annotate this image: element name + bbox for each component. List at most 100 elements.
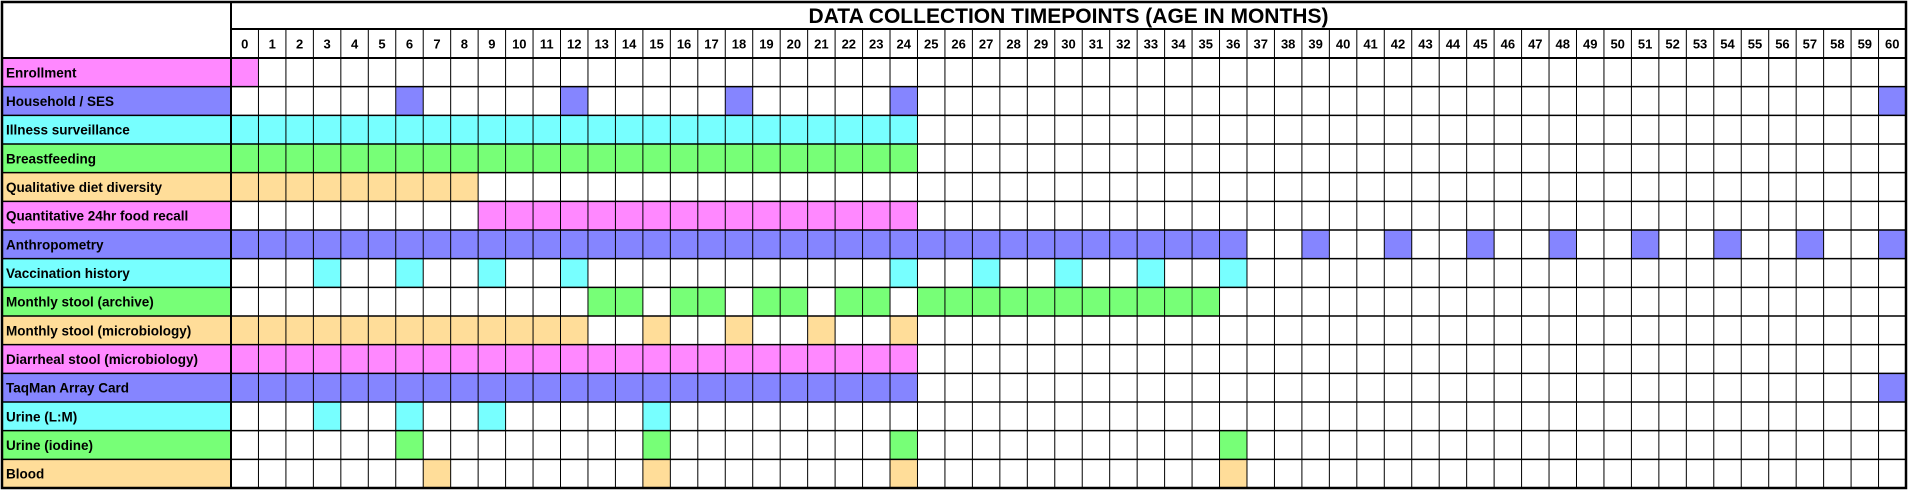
cell-vaccination-history-m45	[1466, 258, 1495, 288]
cell-illness-surveillance-m1-filled	[258, 115, 286, 144]
month-label-5: 5	[378, 37, 385, 52]
cell-qualitative-diet-diversity-m22	[835, 172, 863, 202]
cell-urine-iodine-m15-filled	[642, 430, 671, 460]
cell-taqman-array-card-m37	[1246, 373, 1275, 402]
cell-monthly-stool-microbiology-m22	[835, 316, 863, 345]
cell-enrollment-m0-filled	[231, 58, 259, 87]
cell-household-ses-m22	[835, 86, 863, 116]
cell-enrollment-m33	[1137, 58, 1165, 87]
cell-breastfeeding-m24-filled	[890, 144, 918, 173]
cell-enrollment-m45	[1466, 58, 1495, 87]
cell-qualitative-diet-diversity-m26	[944, 172, 973, 202]
cell-monthly-stool-microbiology-m0-filled	[231, 316, 259, 345]
cell-illness-surveillance-m60	[1878, 115, 1906, 144]
cell-monthly-stool-microbiology-m24-filled	[890, 316, 918, 345]
month-label-8: 8	[461, 37, 468, 52]
cell-urine-l-m-m17	[697, 402, 726, 431]
cell-diarrheal-stool-microbiology-m35	[1192, 344, 1220, 374]
cell-diarrheal-stool-microbiology-m42	[1384, 344, 1412, 374]
cell-anthropometry-m42-filled	[1384, 230, 1412, 259]
cell-diarrheal-stool-microbiology-m11-filled	[533, 344, 561, 374]
cell-qualitative-diet-diversity-m57	[1796, 172, 1824, 202]
cell-taqman-array-card-m57	[1796, 373, 1824, 402]
cell-monthly-stool-archive-m59	[1851, 287, 1879, 316]
cell-urine-iodine-m27	[972, 430, 1000, 460]
cell-urine-iodine-m11	[533, 430, 561, 460]
cell-qualitative-diet-diversity-m35	[1192, 172, 1220, 202]
cell-vaccination-history-m22	[835, 258, 863, 288]
cell-anthropometry-m34-filled	[1164, 230, 1193, 259]
cell-urine-iodine-m20	[780, 430, 808, 460]
month-label-45: 45	[1473, 37, 1487, 52]
cell-diarrheal-stool-microbiology-m4-filled	[340, 344, 369, 374]
cell-enrollment-m7	[423, 58, 451, 87]
cell-diarrheal-stool-microbiology-m39	[1301, 344, 1330, 374]
cell-anthropometry-m41	[1356, 230, 1385, 259]
cell-illness-surveillance-m21-filled	[807, 115, 836, 144]
cell-monthly-stool-archive-m27-filled	[972, 287, 1000, 316]
cell-diarrheal-stool-microbiology-m51	[1631, 344, 1659, 374]
cell-illness-surveillance-m9-filled	[478, 115, 506, 144]
cell-enrollment-m22	[835, 58, 863, 87]
cell-blood-m15-filled	[642, 459, 671, 488]
cell-monthly-stool-archive-m55	[1741, 287, 1769, 316]
cell-breastfeeding-m23-filled	[862, 144, 891, 173]
cell-illness-surveillance-m7-filled	[423, 115, 451, 144]
cell-monthly-stool-microbiology-m6-filled	[395, 316, 424, 345]
cell-household-ses-m6-filled	[395, 86, 424, 116]
month-label-33: 33	[1144, 37, 1158, 52]
cell-vaccination-history-m9-filled	[478, 258, 506, 288]
cell-qualitative-diet-diversity-m53	[1686, 172, 1714, 202]
cell-household-ses-m16	[670, 86, 698, 116]
cell-blood-m53	[1686, 459, 1714, 488]
cell-monthly-stool-archive-m34-filled	[1164, 287, 1193, 316]
chart-title: DATA COLLECTION TIMEPOINTS (AGE IN MONTH…	[809, 5, 1329, 28]
cell-monthly-stool-microbiology-m37	[1246, 316, 1275, 345]
cell-blood-m39	[1301, 459, 1330, 488]
cell-taqman-array-card-m13-filled	[587, 373, 616, 402]
cell-breastfeeding-m15-filled	[642, 144, 671, 173]
cell-household-ses-m17	[697, 86, 726, 116]
cell-urine-iodine-m56	[1768, 430, 1797, 460]
cell-household-ses-m53	[1686, 86, 1714, 116]
cell-taqman-array-card-m14-filled	[615, 373, 643, 402]
cell-diarrheal-stool-microbiology-m22-filled	[835, 344, 863, 374]
cell-vaccination-history-m8	[450, 258, 479, 288]
cell-diarrheal-stool-microbiology-m26	[944, 344, 973, 374]
month-label-18: 18	[732, 37, 746, 52]
cell-breastfeeding-m7-filled	[423, 144, 451, 173]
cell-taqman-array-card-m52	[1658, 373, 1687, 402]
cell-enrollment-m10	[505, 58, 534, 87]
cell-quantitative-24hr-food-recall-m0	[231, 201, 259, 230]
cell-urine-iodine-m16	[670, 430, 698, 460]
row-label-anthropometry: Anthropometry	[6, 237, 104, 252]
cell-household-ses-m38	[1274, 86, 1302, 116]
cell-blood-m23	[862, 459, 891, 488]
cell-illness-surveillance-m33	[1137, 115, 1165, 144]
cell-taqman-array-card-m28	[999, 373, 1028, 402]
cell-anthropometry-m37	[1246, 230, 1275, 259]
cell-taqman-array-card-m34	[1164, 373, 1193, 402]
cell-urine-iodine-m0	[231, 430, 259, 460]
cell-qualitative-diet-diversity-m24	[890, 172, 918, 202]
cell-enrollment-m12	[560, 58, 588, 87]
cell-urine-l-m-m45	[1466, 402, 1495, 431]
cell-diarrheal-stool-microbiology-m16-filled	[670, 344, 698, 374]
month-label-44: 44	[1446, 37, 1461, 52]
cell-blood-m48	[1549, 459, 1577, 488]
cell-monthly-stool-archive-m29-filled	[1027, 287, 1055, 316]
cell-qualitative-diet-diversity-m47	[1521, 172, 1550, 202]
cell-anthropometry-m19-filled	[752, 230, 781, 259]
cell-monthly-stool-microbiology-m8-filled	[450, 316, 479, 345]
cell-urine-iodine-m47	[1521, 430, 1550, 460]
cell-illness-surveillance-m5-filled	[368, 115, 396, 144]
cell-urine-l-m-m42	[1384, 402, 1412, 431]
row-label-vaccination-history: Vaccination history	[6, 266, 130, 281]
cell-monthly-stool-microbiology-m43	[1411, 316, 1440, 345]
cell-enrollment-m8	[450, 58, 479, 87]
cell-diarrheal-stool-microbiology-m29	[1027, 344, 1055, 374]
cell-monthly-stool-microbiology-m57	[1796, 316, 1824, 345]
cell-monthly-stool-microbiology-m15-filled	[642, 316, 671, 345]
cell-urine-iodine-m13	[587, 430, 616, 460]
cell-blood-m51	[1631, 459, 1659, 488]
